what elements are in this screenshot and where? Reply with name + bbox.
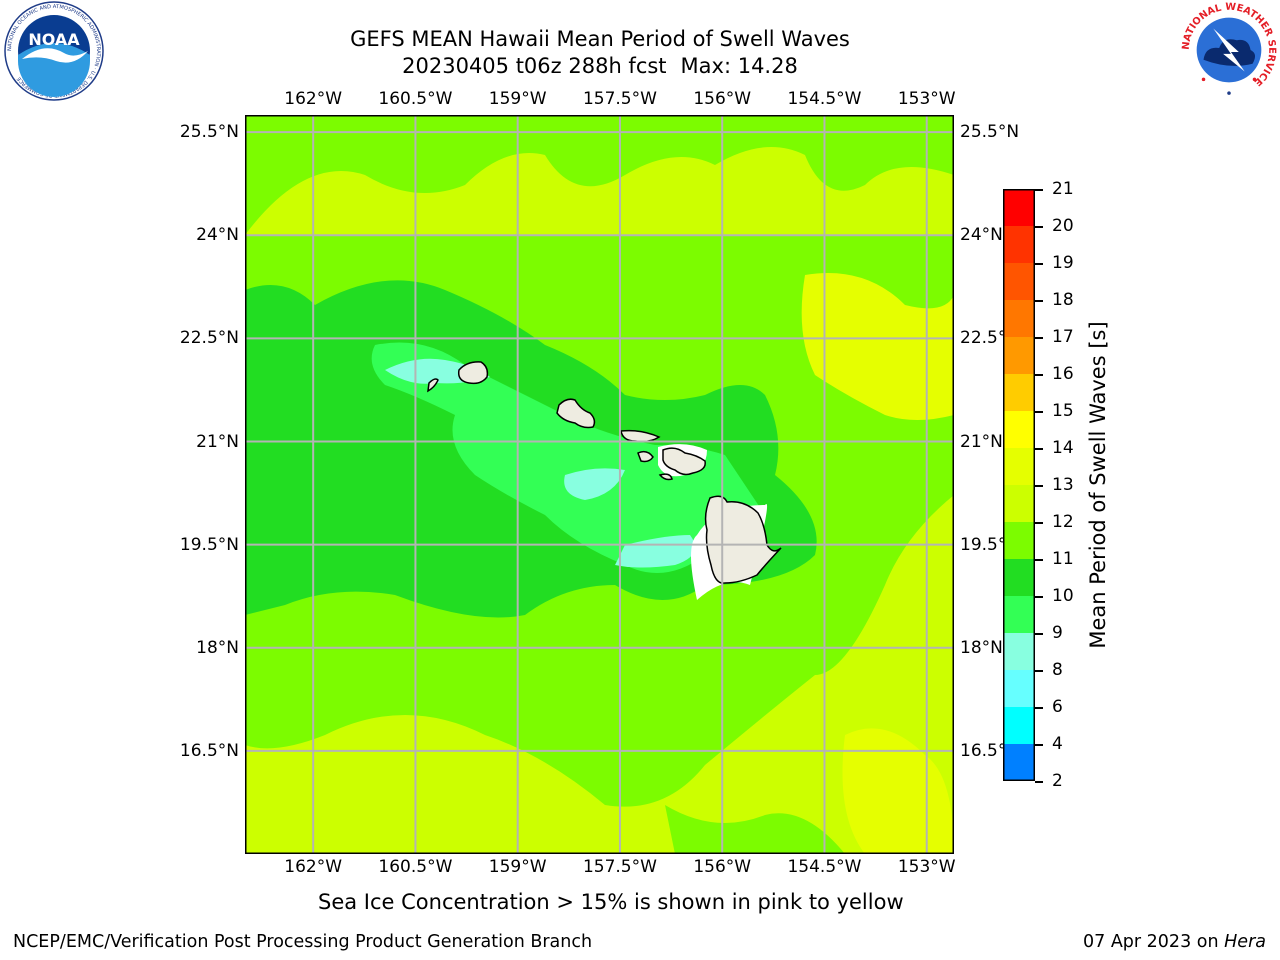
colorbar-cell <box>1003 596 1035 634</box>
lon-label-top: 157.5°W <box>582 89 657 109</box>
colorbar-tick-label: 21 <box>1052 179 1074 199</box>
lat-label-right: 25.5°N <box>960 122 1020 143</box>
colorbar-tick <box>1035 485 1043 487</box>
lat-label-right: 24°N <box>960 225 1003 246</box>
graticule <box>245 115 954 854</box>
footer-credit: NCEP/EMC/Verification Post Processing Pr… <box>13 932 593 952</box>
map-frame <box>245 115 954 854</box>
niihau-island <box>427 378 439 393</box>
map-subtitle: 20230405 t06z 288h fcst Max: 14.28 <box>250 54 950 78</box>
lanai-island <box>637 450 654 463</box>
lon-label-bot: 157.5°W <box>582 857 657 877</box>
lat-label-left: 25.5°N <box>179 122 239 143</box>
colorbar-cell <box>1003 744 1035 781</box>
lat-label-left: 21°N <box>196 431 239 452</box>
colorbar-cell <box>1003 300 1035 338</box>
colorbar-tick-label: 13 <box>1052 475 1074 495</box>
colorbar-cell <box>1003 559 1035 597</box>
colorbar-tick <box>1035 559 1043 561</box>
colorbar-tick-label: 18 <box>1052 290 1074 310</box>
lat-label-left: 16.5°N <box>179 740 239 761</box>
colorbar-cell <box>1003 337 1035 375</box>
colorbar-tick-label: 20 <box>1052 216 1074 236</box>
noaa-logo: NATIONAL OCEANIC AND ATMOSPHERIC ADMINIS… <box>4 1 104 101</box>
maui-island <box>662 447 706 476</box>
swell-period-map <box>245 115 954 854</box>
colorbar-tick-label: 10 <box>1052 586 1074 606</box>
lon-label-bot: 154.5°W <box>787 857 862 877</box>
kauai-island <box>457 361 489 385</box>
colorbar-tick-label: 14 <box>1052 438 1074 458</box>
lon-label-top: 154.5°W <box>787 89 862 109</box>
lon-label-top: 160.5°W <box>378 89 453 109</box>
colorbar-tick <box>1035 411 1043 413</box>
lon-label-bot: 156°W <box>693 857 752 877</box>
colorbar-cell <box>1003 707 1035 745</box>
colorbar-tick <box>1035 707 1043 709</box>
lon-label-top: 153°W <box>897 89 956 109</box>
hawaii-island <box>704 495 782 584</box>
colorbar-cell <box>1003 448 1035 486</box>
colorbar-cell <box>1003 633 1035 671</box>
colorbar-cell <box>1003 226 1035 264</box>
colorbar-tick <box>1035 670 1043 672</box>
lat-label-left: 24°N <box>196 225 239 246</box>
colorbar-tick <box>1035 522 1043 524</box>
colorbar <box>1003 189 1035 781</box>
lon-label-bot: 160.5°W <box>378 857 453 877</box>
footer-host: Hera <box>1224 932 1266 952</box>
lat-label-left: 22.5°N <box>179 328 239 349</box>
colorbar-tick-label: 15 <box>1052 401 1074 421</box>
colorbar-cell <box>1003 411 1035 449</box>
nws-logo: NATIONAL WEATHER SERVICE <box>1181 2 1277 99</box>
colorbar-tick-label: 4 <box>1052 734 1063 754</box>
colorbar-tick <box>1035 744 1043 746</box>
lat-label-right: 18°N <box>960 637 1003 658</box>
max-value: Max: 14.28 <box>680 54 798 78</box>
lat-label-left: 18°N <box>196 637 239 658</box>
colorbar-cell <box>1003 485 1035 523</box>
colorbar-tick <box>1035 374 1043 376</box>
colorbar-tick-label: 19 <box>1052 253 1074 273</box>
colorbar-cell <box>1003 374 1035 412</box>
lon-label-bot: 153°W <box>897 857 956 877</box>
lon-label-bot: 162°W <box>284 857 343 877</box>
colorbar-tick-label: 17 <box>1052 327 1074 347</box>
colorbar-tick <box>1035 448 1043 450</box>
kahoolawe-island <box>658 473 673 481</box>
colorbar-tick-label: 12 <box>1052 512 1074 532</box>
sea-ice-note: Sea Ice Concentration > 15% is shown in … <box>318 890 904 914</box>
colorbar-cell <box>1003 189 1035 227</box>
lat-label-left: 19.5°N <box>179 534 239 555</box>
lon-label-top: 162°W <box>284 89 343 109</box>
footer-date-text: 07 Apr 2023 on <box>1083 932 1225 952</box>
colorbar-tick <box>1035 781 1043 783</box>
footer-date: 07 Apr 2023 on Hera <box>1083 932 1266 952</box>
lon-label-bot: 159°W <box>488 857 547 877</box>
svg-text:NOAA: NOAA <box>28 30 80 49</box>
colorbar-tick-label: 8 <box>1052 660 1063 680</box>
colorbar-tick <box>1035 263 1043 265</box>
colorbar-tick <box>1035 633 1043 635</box>
colorbar-tick <box>1035 596 1043 598</box>
colorbar-tick <box>1035 337 1043 339</box>
colorbar-tick-label: 11 <box>1052 549 1074 569</box>
colorbar-tick-label: 9 <box>1052 623 1063 643</box>
colorbar-tick <box>1035 300 1043 302</box>
lon-label-top: 156°W <box>693 89 752 109</box>
colorbar-title: Mean Period of Swell Waves [s] <box>1086 321 1110 649</box>
oahu-island <box>556 398 596 429</box>
colorbar-tick-label: 6 <box>1052 697 1063 717</box>
colorbar-cell <box>1003 263 1035 301</box>
colorbar-cell <box>1003 522 1035 560</box>
colorbar-tick-label: 16 <box>1052 364 1074 384</box>
colorbar-cell <box>1003 670 1035 708</box>
colorbar-tick <box>1035 226 1043 228</box>
colorbar-tick <box>1035 189 1043 191</box>
map-title: GEFS MEAN Hawaii Mean Period of Swell Wa… <box>350 27 850 51</box>
lat-label-right: 21°N <box>960 431 1003 452</box>
colorbar-tick-label: 2 <box>1052 771 1063 791</box>
lon-label-top: 159°W <box>488 89 547 109</box>
run-info: 20230405 t06z 288h fcst <box>402 54 667 78</box>
